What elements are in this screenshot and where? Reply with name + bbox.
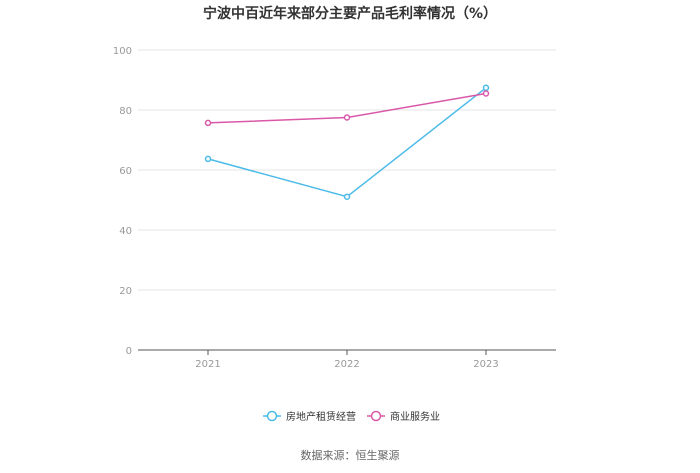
legend-marker-icon [266,410,278,422]
legend-item[interactable]: 房地产租赁经营 [263,410,356,423]
data-point [343,193,351,200]
y-tick-label: 20 [119,286,132,297]
x-tick-label: 2021 [195,359,220,370]
y-tick-label: 80 [119,106,132,117]
legend: 房地产租赁经营 商业服务业 [263,410,440,423]
legend-label: 房地产租赁经营 [286,410,356,423]
source-note: 数据来源：恒生聚源 [301,448,400,462]
x-tick-label: 2022 [334,359,359,370]
x-tick-label: 2023 [473,359,498,370]
series-1 [204,84,490,200]
series-layer [204,84,490,200]
data-point [482,90,490,97]
y-tick-label: 100 [113,46,132,57]
series-2 [204,90,490,127]
legend-marker-icon [370,410,382,422]
x-axis: 2021 2022 2023 [195,350,499,370]
data-point [343,114,351,121]
legend-item[interactable]: 商业服务业 [367,410,440,423]
y-tick-label: 60 [119,166,132,177]
series-line [207,87,487,198]
data-point [204,119,212,127]
y-axis: 0 20 40 60 80 100 [113,46,132,357]
y-tick-label: 40 [119,226,132,237]
grid [138,49,556,291]
y-tick-label: 0 [126,346,132,357]
legend-label: 商业服务业 [390,410,440,423]
data-point [482,84,490,92]
data-point [204,155,212,163]
chart-title: 宁波中百近年来部分主要产品毛利率情况（%） [203,5,497,22]
